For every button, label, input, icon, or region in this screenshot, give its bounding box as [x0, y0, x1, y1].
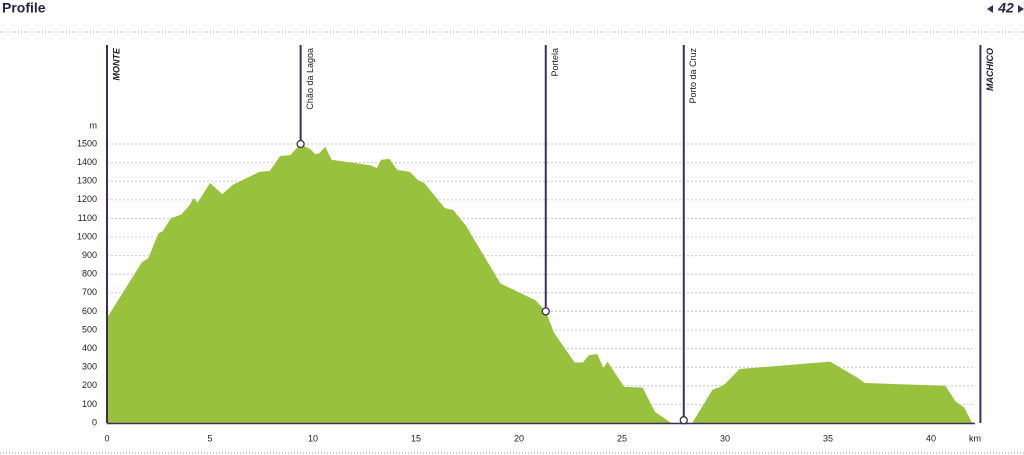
y-tick-label: 900: [82, 250, 97, 260]
y-tick-label: 1100: [78, 213, 97, 223]
next-page[interactable]: [1018, 5, 1024, 13]
waypoint-marker: [296, 139, 305, 149]
y-tick-label: 300: [82, 362, 97, 372]
y-tick-label: 1000: [77, 231, 97, 241]
y-tick-label: 1400: [77, 157, 97, 167]
y-tick-label: 1200: [77, 194, 97, 204]
y-unit: m: [90, 120, 98, 130]
y-tick-label: 800: [82, 269, 97, 279]
waypoint-marker: [541, 307, 550, 316]
pager: 42: [987, 0, 1024, 16]
y-tick-label: 700: [82, 287, 97, 297]
y-tick-label: 500: [82, 324, 97, 334]
x-tick-label: 30: [720, 433, 730, 443]
waypoint-label: Porto da Cruz: [688, 48, 698, 104]
x-tick-label: 5: [207, 433, 212, 443]
y-tick-label: 1300: [77, 176, 97, 186]
page-number: 42: [997, 0, 1014, 16]
y-tick-label: 200: [82, 380, 97, 390]
waypoint-label: MONTE: [111, 47, 121, 80]
x-tick-label: 15: [411, 433, 421, 443]
x-unit: km: [969, 433, 981, 443]
waypoint-label: MACHICO: [985, 48, 995, 91]
waypoint-label: Portela: [550, 48, 560, 77]
y-tick-label: 600: [82, 306, 97, 316]
x-tick-label: 0: [104, 433, 109, 443]
y-tick-label: 1500: [77, 138, 97, 148]
x-tick-label: 25: [617, 433, 627, 443]
y-tick-label: 100: [82, 399, 97, 409]
elevation-area: [107, 144, 973, 423]
prev-page[interactable]: [987, 5, 993, 13]
page-title: Profile: [2, 0, 46, 16]
x-tick-label: 20: [514, 433, 524, 443]
y-tick-label: 400: [82, 343, 97, 353]
x-tick-label: 40: [926, 433, 936, 443]
x-tick-label: 10: [308, 433, 318, 443]
y-tick-label: 0: [92, 417, 97, 427]
x-tick-label: 35: [823, 433, 833, 443]
waypoint-marker: [679, 416, 688, 425]
waypoint-label: Chão da Lagoa: [305, 48, 315, 110]
